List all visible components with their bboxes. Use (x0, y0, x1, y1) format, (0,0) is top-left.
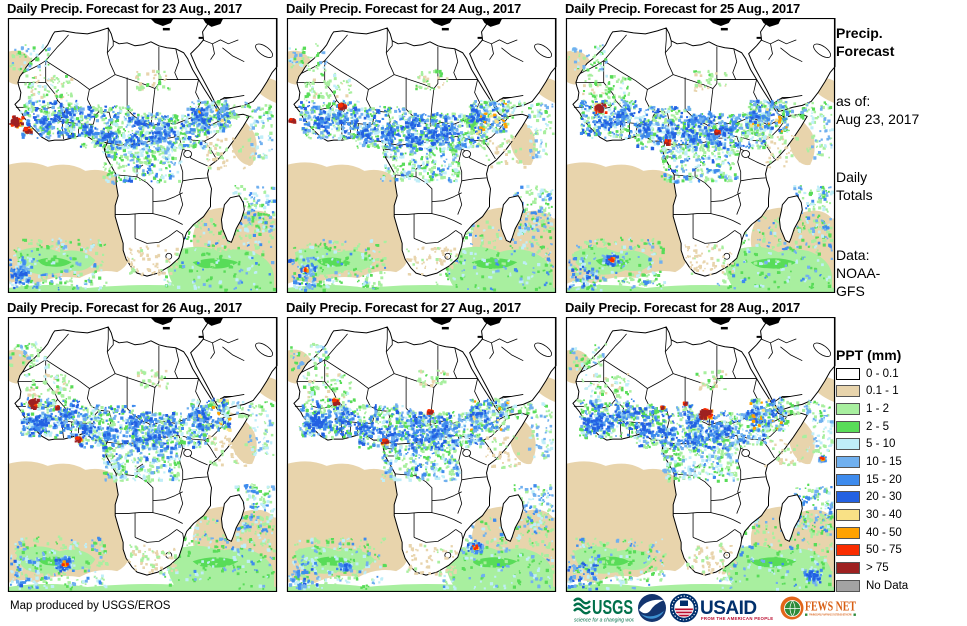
panel-26aug: Daily Precip. Forecast for 26 Aug., 2017 (7, 300, 278, 592)
legend-item: 2 - 5 (836, 420, 908, 433)
panel-title: Daily Precip. Forecast for 24 Aug., 2017 (286, 1, 522, 16)
legend-swatch (836, 509, 860, 521)
noaa-logo (638, 593, 666, 622)
legend-label: 1 - 2 (866, 402, 890, 415)
legend-label: No Data (866, 579, 909, 592)
asof-date: Aug 23, 2017 (836, 111, 920, 127)
asof-label: as of: (836, 93, 871, 109)
totals-line1: Daily (836, 169, 868, 185)
legend-swatch (836, 491, 860, 504)
legend-swatch (836, 544, 860, 557)
legend-label: 5 - 10 (866, 438, 896, 451)
legend-swatch (836, 367, 860, 380)
logo-strip: USGS science for a changing world USAID … (572, 591, 858, 624)
fewsnet-logo: FEWS NET FAMINE EARLY WARNING SYSTEMS NE… (780, 596, 856, 619)
legend-title: PPT (mm) (836, 347, 902, 363)
legend-swatch (836, 385, 860, 398)
legend-item: 0.1 - 1 (836, 385, 908, 398)
legend-item: 1 - 2 (836, 402, 908, 415)
panel-title: Daily Precip. Forecast for 25 Aug., 2017 (565, 1, 801, 16)
panel-28aug: Daily Precip. Forecast for 28 Aug., 2017 (565, 300, 836, 592)
legend-label: 30 - 40 (866, 509, 902, 521)
legend-item: 10 - 15 (836, 455, 908, 468)
legend-label: 20 - 30 (866, 491, 902, 504)
legend-label: 0.1 - 1 (866, 385, 899, 398)
panel-title: Daily Precip. Forecast for 27 Aug., 2017 (286, 300, 522, 315)
legend-swatch (836, 455, 860, 468)
legend-item: 50 - 75 (836, 544, 908, 557)
legend-swatch (836, 526, 860, 539)
map-credit: Map produced by USGS/EROS (10, 600, 171, 612)
africa-precip-map (286, 18, 557, 293)
panel-title: Daily Precip. Forecast for 26 Aug., 2017 (7, 300, 243, 315)
legend-item: 20 - 30 (836, 491, 908, 504)
totals-line2: Totals (836, 187, 873, 203)
legend-label: 50 - 75 (866, 544, 902, 557)
africa-precip-map (7, 317, 278, 592)
africa-precip-map (7, 18, 278, 293)
fewsnet-tagline: FAMINE EARLY WARNING SYSTEMS NETWORK (809, 612, 852, 616)
legend-label: 10 - 15 (866, 455, 902, 468)
legend-swatch (836, 562, 860, 575)
panel-title: Daily Precip. Forecast for 28 Aug., 2017 (565, 300, 801, 315)
legend-item: 15 - 20 (836, 473, 908, 486)
africa-precip-map (565, 18, 836, 293)
legend-label: 15 - 20 (866, 473, 902, 486)
legend-item: 40 - 50 (836, 526, 908, 539)
data-source2: GFS (836, 283, 865, 299)
panel-25aug: Daily Precip. Forecast for 25 Aug., 2017 (565, 1, 836, 293)
fewsnet-wordmark: FEWS NET (805, 598, 856, 613)
usgs-tagline: science for a changing world (574, 617, 634, 623)
legend-label: > 75 (866, 562, 889, 575)
legend-item: No Data (836, 579, 908, 592)
panel-23aug: Daily Precip. Forecast for 23 Aug., 2017 (7, 1, 278, 293)
legend-item: 30 - 40 (836, 509, 908, 522)
legend-swatch (836, 473, 860, 486)
sidebar-title-line1: Precip. (836, 25, 883, 41)
legend-item: 5 - 10 (836, 438, 908, 451)
legend-swatch (836, 579, 860, 592)
data-label: Data: (836, 247, 870, 263)
legend-label: 2 - 5 (866, 420, 890, 433)
legend: 0 - 0.1 0.1 - 1 1 - 2 2 - 5 5 - 10 10 - 15 15 … (836, 367, 908, 597)
legend-swatch (836, 402, 860, 415)
africa-precip-map (565, 317, 836, 592)
usaid-logo: USAID FROM THE AMERICAN PEOPLE (670, 593, 773, 622)
legend-swatch (836, 420, 860, 433)
usaid-wordmark: USAID (700, 598, 757, 619)
usgs-wordmark: USGS (592, 597, 633, 619)
legend-label: 0 - 0.1 (866, 367, 899, 380)
panel-27aug: Daily Precip. Forecast for 27 Aug., 2017 (286, 300, 557, 592)
data-source1: NOAA- (836, 265, 881, 281)
usaid-tagline: FROM THE AMERICAN PEOPLE (701, 616, 773, 621)
usgs-logo: USGS science for a changing world (573, 597, 634, 623)
panel-title: Daily Precip. Forecast for 23 Aug., 2017 (7, 1, 243, 16)
legend-swatch (836, 438, 860, 451)
legend-label: 40 - 50 (866, 526, 902, 539)
legend-item: 0 - 0.1 (836, 367, 908, 380)
legend-item: > 75 (836, 562, 908, 575)
panel-24aug: Daily Precip. Forecast for 24 Aug., 2017 (286, 1, 557, 293)
africa-precip-map (286, 317, 557, 592)
sidebar-title-line2: Forecast (836, 43, 895, 59)
